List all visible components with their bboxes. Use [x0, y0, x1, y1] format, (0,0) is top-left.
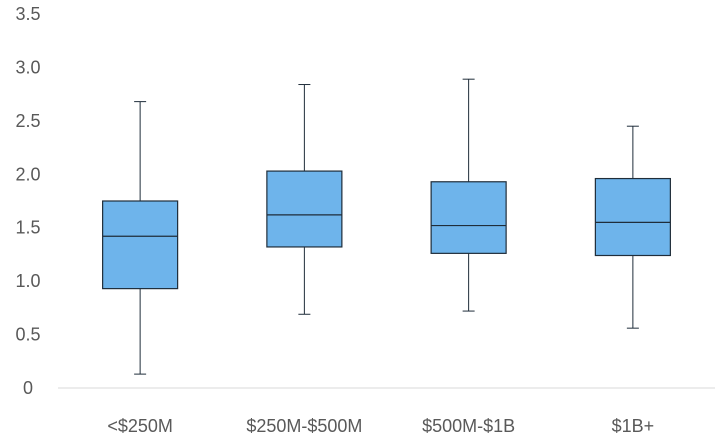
box-plot-item: [594, 125, 671, 329]
x-tick-label: $1B+: [612, 416, 655, 436]
box-plot-item: [266, 84, 343, 315]
box-plot-item: [430, 78, 507, 312]
x-tick-label: <$250M: [107, 416, 173, 436]
y-tick-label: 1.5: [15, 218, 40, 238]
interquartile-box: [594, 177, 671, 257]
y-tick-label: 3.0: [15, 57, 40, 77]
y-tick-label: 0: [23, 378, 33, 398]
x-tick-label: $500M-$1B: [422, 416, 515, 436]
y-axis-tick-labels: 0 0.5 1.0 1.5 2.0 2.5 3.0 3.5: [15, 4, 40, 398]
x-axis-tick-labels: <$250M $250M-$500M $500M-$1B $1B+: [107, 416, 654, 436]
y-tick-label: 3.5: [15, 4, 40, 24]
interquartile-box: [266, 170, 343, 248]
y-tick-label: 2.0: [15, 164, 40, 184]
x-tick-label: $250M-$500M: [246, 416, 362, 436]
box-series: [102, 78, 671, 375]
interquartile-box: [102, 200, 179, 290]
y-tick-label: 2.5: [15, 111, 40, 131]
y-tick-label: 1.0: [15, 271, 40, 291]
box-plot-item: [102, 101, 179, 375]
interquartile-box: [430, 181, 507, 254]
y-tick-label: 0.5: [15, 325, 40, 345]
